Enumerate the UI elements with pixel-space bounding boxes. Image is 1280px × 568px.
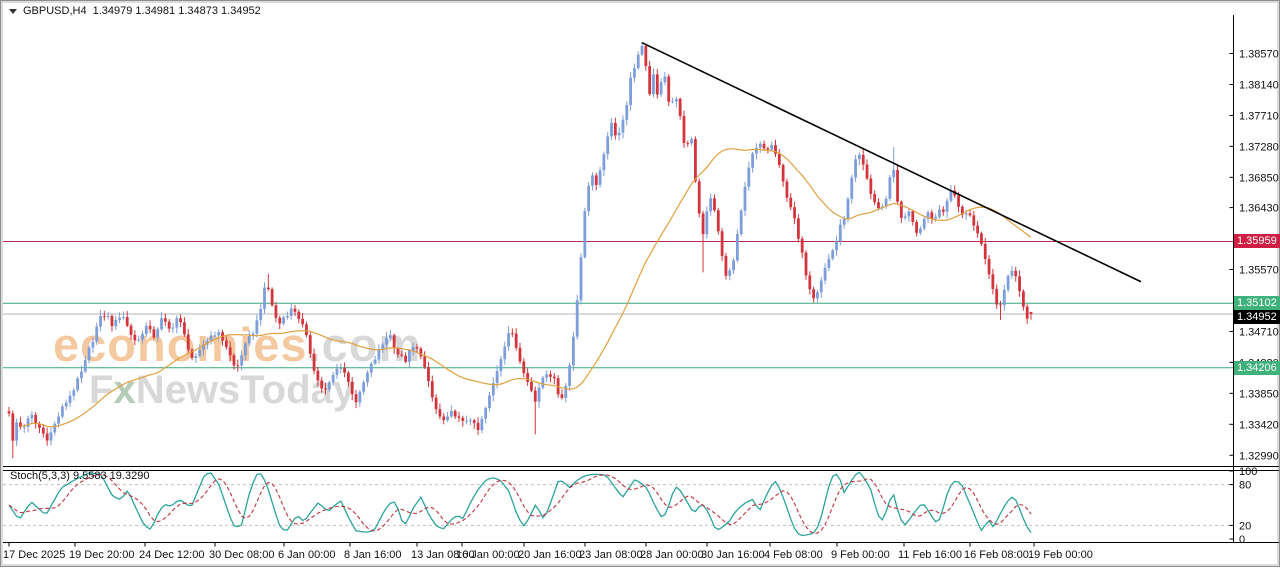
support2-price-label: 1.34206 [1234, 361, 1280, 375]
svg-text:9 Feb 00:00: 9 Feb 00:00 [831, 549, 890, 561]
svg-text:1.35570: 1.35570 [1239, 265, 1279, 277]
svg-text:16 Feb 08:00: 16 Feb 08:00 [964, 549, 1029, 561]
svg-text:16 Jan 00:00: 16 Jan 00:00 [456, 549, 520, 561]
svg-text:19 Feb 00:00: 19 Feb 00:00 [1028, 549, 1093, 561]
svg-text:1.37280: 1.37280 [1239, 141, 1279, 153]
svg-text:11 Feb 16:00: 11 Feb 16:00 [898, 549, 962, 561]
svg-text:1.36430: 1.36430 [1239, 203, 1279, 215]
svg-text:1.38140: 1.38140 [1239, 79, 1279, 91]
svg-text:23 Jan 08:00: 23 Jan 08:00 [579, 549, 643, 561]
chart-titlebar: GBPUSD,H4 1.34979 1.34981 1.34873 1.3495… [9, 5, 261, 17]
svg-text:28 Jan 00:00: 28 Jan 00:00 [640, 549, 704, 561]
stochastic-indicator-label: Stoch(5,3,3) 9.5583 19.3290 [10, 470, 149, 482]
resistance-price-label: 1.35959 [1234, 234, 1280, 248]
symbol-timeframe-label: GBPUSD,H4 [23, 5, 87, 17]
svg-text:6 Jan 00:00: 6 Jan 00:00 [278, 549, 336, 561]
svg-text:1.37710: 1.37710 [1239, 110, 1279, 122]
support-price-label: 1.35102 [1234, 296, 1280, 310]
svg-text:1.33420: 1.33420 [1239, 419, 1279, 431]
svg-text:1.36850: 1.36850 [1239, 172, 1279, 184]
svg-text:30 Dec 08:00: 30 Dec 08:00 [209, 549, 274, 561]
last-price-label: 1.34952 [1234, 310, 1280, 324]
svg-text:1.34710: 1.34710 [1239, 326, 1279, 338]
svg-text:20 Jan 16:00: 20 Jan 16:00 [518, 549, 582, 561]
svg-text:1.32990: 1.32990 [1239, 450, 1279, 462]
price-axis[interactable] [1231, 15, 1279, 542]
stochastic-name: Stoch(5,3,3) [10, 470, 70, 482]
ohlc-quotes-label: 1.34979 1.34981 1.34873 1.34952 [92, 5, 261, 17]
svg-text:0: 0 [1239, 534, 1245, 546]
svg-text:8 Jan 16:00: 8 Jan 16:00 [344, 549, 402, 561]
time-axis[interactable] [1, 542, 1233, 566]
svg-text:13 Jan 08:00: 13 Jan 08:00 [411, 549, 475, 561]
svg-text:80: 80 [1239, 480, 1251, 492]
svg-text:4 Feb 08:00: 4 Feb 08:00 [764, 549, 823, 561]
svg-text:1.33850: 1.33850 [1239, 388, 1279, 400]
svg-text:30 Jan 16:00: 30 Jan 16:00 [701, 549, 765, 561]
svg-text:24 Dec 12:00: 24 Dec 12:00 [139, 549, 204, 561]
svg-text:20: 20 [1239, 520, 1251, 532]
svg-text:17 Dec 2025: 17 Dec 2025 [3, 549, 65, 561]
symbol-dropdown-icon[interactable] [9, 8, 17, 14]
svg-text:100: 100 [1239, 466, 1257, 478]
svg-text:1.38570: 1.38570 [1239, 49, 1279, 61]
svg-text:19 Dec 20:00: 19 Dec 20:00 [69, 549, 134, 561]
stochastic-values: 9.5583 19.3290 [72, 470, 150, 482]
